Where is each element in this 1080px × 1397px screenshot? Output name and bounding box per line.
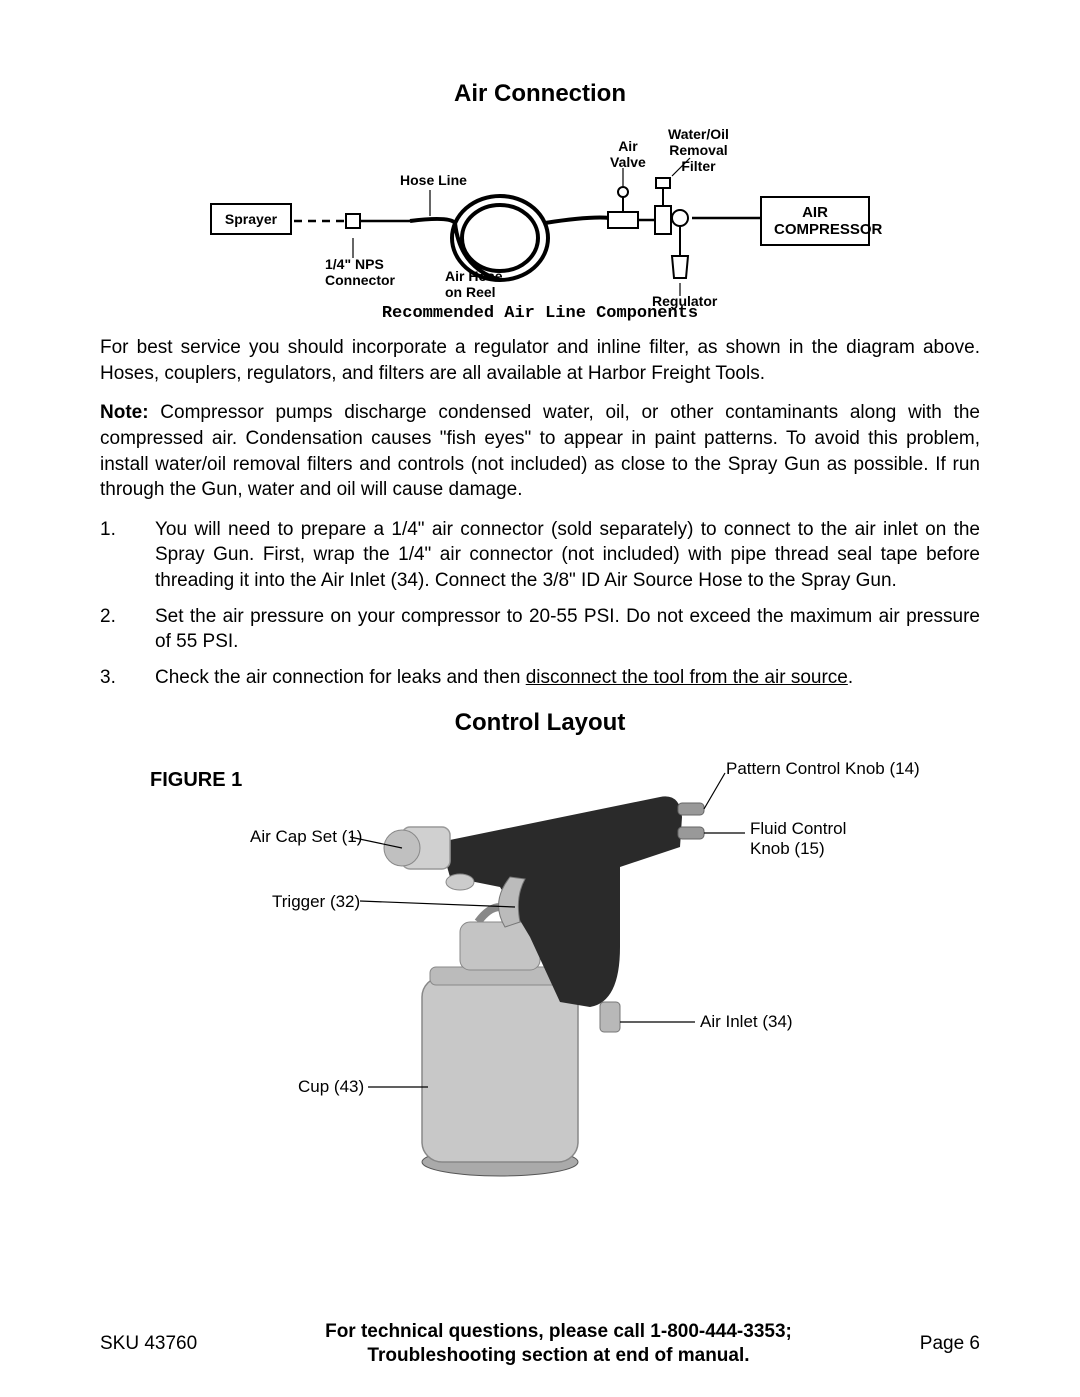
nps-connector-label: 1/4" NPS Connector bbox=[325, 256, 395, 288]
footer-line1: For technical questions, please call 1-8… bbox=[325, 1320, 792, 1345]
sprayer-box: Sprayer bbox=[210, 203, 292, 235]
note-paragraph: Note: Compressor pumps discharge condens… bbox=[100, 400, 980, 503]
trigger-label: Trigger (32) bbox=[272, 892, 360, 912]
air-connection-title: Air Connection bbox=[100, 80, 980, 108]
footer-line2: Troubleshooting section at end of manual… bbox=[325, 1344, 792, 1369]
note-body: Compressor pumps discharge condensed wat… bbox=[100, 402, 980, 500]
step-3-text: Check the air connection for leaks and t… bbox=[155, 667, 526, 688]
page-number: Page 6 bbox=[920, 1333, 980, 1355]
paragraph-1: For best service you should incorporate … bbox=[100, 335, 980, 386]
air-hose-label: Air Hose on Reel bbox=[445, 268, 503, 300]
page-footer: SKU 43760 For technical questions, pleas… bbox=[100, 1320, 980, 1369]
steps-list: You will need to prepare a 1/4" air conn… bbox=[100, 517, 980, 691]
step-3: Check the air connection for leaks and t… bbox=[100, 665, 980, 691]
control-layout-title: Control Layout bbox=[100, 709, 980, 737]
air-valve-label: Air Valve bbox=[610, 138, 646, 170]
water-oil-label: Water/Oil Removal Filter bbox=[668, 126, 729, 174]
cup-label: Cup (43) bbox=[298, 1077, 364, 1097]
air-inlet-label: Air Inlet (34) bbox=[700, 1012, 793, 1032]
footer-center: For technical questions, please call 1-8… bbox=[325, 1320, 792, 1369]
step-1: You will need to prepare a 1/4" air conn… bbox=[100, 517, 980, 594]
fluid-control-label: Fluid Control Knob (15) bbox=[750, 819, 846, 859]
sku-label: SKU 43760 bbox=[100, 1333, 197, 1355]
step-3-underlined: disconnect the tool from the air source bbox=[526, 667, 848, 688]
diagram-caption: Recommended Air Line Components bbox=[100, 304, 980, 323]
air-compressor-box: AIR COMPRESSOR bbox=[760, 196, 870, 246]
regulator-label: Regulator bbox=[652, 293, 717, 309]
step-3-tail: . bbox=[848, 667, 853, 688]
air-connection-diagram: Sprayer Hose Line 1/4" NPS Connector Air… bbox=[200, 118, 880, 298]
step-2: Set the air pressure on your compressor … bbox=[100, 604, 980, 655]
pattern-control-label: Pattern Control Knob (14) bbox=[726, 759, 920, 779]
control-layout-figure: FIGURE 1 bbox=[150, 747, 930, 1197]
hose-line-label: Hose Line bbox=[400, 172, 467, 188]
note-label: Note: bbox=[100, 402, 149, 423]
air-cap-label: Air Cap Set (1) bbox=[250, 827, 362, 847]
